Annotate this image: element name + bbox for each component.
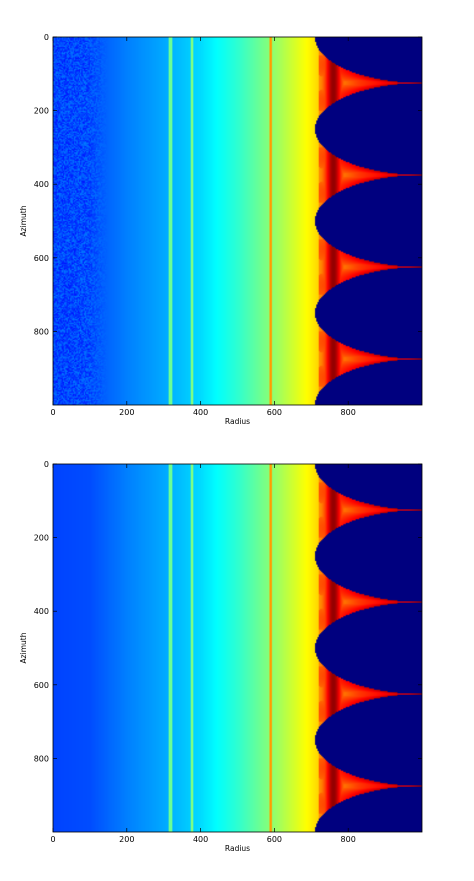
x-tick-label: 200 [119, 408, 134, 417]
x-axis-label: Radius [225, 844, 250, 853]
y-axis-top: 0 200 400 600 800 Azimuth [19, 33, 422, 336]
x-tick-label: 400 [193, 408, 208, 417]
heatmap-image-top [53, 37, 422, 405]
y-axis-label: Azimuth [19, 205, 28, 236]
heatmap-panel-top: 0 200 400 600 800 Azimuth 0 200 400 600 … [19, 33, 423, 426]
x-axis-bottom: 0 200 400 600 800 Radius [50, 464, 356, 853]
y-tick-label: 400 [34, 607, 49, 616]
y-axis-bottom: 0 200 400 600 800 Azimuth [19, 460, 422, 763]
y-tick-label: 600 [34, 681, 49, 690]
x-axis-label: Radius [225, 417, 250, 426]
x-tick-label: 600 [267, 408, 282, 417]
x-tick-label: 800 [341, 408, 356, 417]
x-tick-label: 400 [193, 835, 208, 844]
x-tick-label: 600 [267, 835, 282, 844]
y-tick-label: 200 [34, 107, 49, 116]
heatmap-panel-bottom: 0 200 400 600 800 Azimuth 0 200 400 600 … [19, 460, 423, 853]
x-tick-label: 0 [50, 835, 55, 844]
y-tick-label: 800 [34, 327, 49, 336]
plot-frame-bottom [52, 463, 423, 833]
x-tick-label: 0 [50, 408, 55, 417]
y-tick-label: 0 [44, 33, 49, 42]
x-tick-label: 200 [119, 835, 134, 844]
x-axis-top: 0 200 400 600 800 Radius [50, 37, 356, 426]
y-tick-label: 600 [34, 254, 49, 263]
y-tick-label: 0 [44, 460, 49, 469]
plot-frame-top [52, 36, 423, 406]
x-tick-label: 800 [341, 835, 356, 844]
y-axis-label: Azimuth [19, 632, 28, 663]
y-tick-label: 200 [34, 534, 49, 543]
y-tick-label: 400 [34, 180, 49, 189]
heatmap-image-bottom [53, 464, 422, 832]
y-tick-label: 800 [34, 754, 49, 763]
